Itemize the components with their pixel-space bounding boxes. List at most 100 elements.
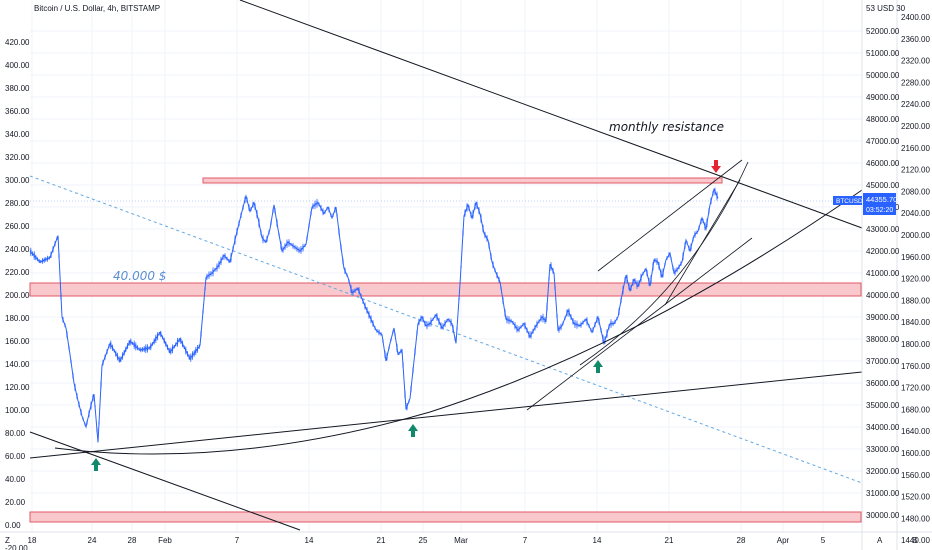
candle-body [264, 240, 266, 242]
candle-body [60, 294, 62, 299]
lower-descending-line [29, 431, 301, 531]
candle-body [220, 258, 222, 263]
candle-body [536, 322, 538, 327]
b-button[interactable]: B [912, 536, 917, 545]
candle-body [181, 342, 184, 346]
candle-body [175, 343, 177, 346]
bottom-zone [29, 511, 862, 523]
left-axis: 420.00 400.00 380.00 360.00 340.00 320.00 300.… [5, 38, 30, 550]
candle-body [542, 316, 544, 321]
candle-body [214, 268, 216, 271]
bottom-left-icon[interactable]: Z [5, 536, 10, 545]
auto-scale-button[interactable]: A [877, 536, 883, 545]
candle-body [258, 220, 260, 226]
parabolic-curve-outer [54, 189, 863, 455]
support-zone-40000 [29, 282, 862, 297]
candle-body [690, 245, 692, 249]
candle-body [168, 349, 170, 352]
candle-body [512, 321, 514, 324]
candle-body [490, 254, 492, 259]
candle-body [228, 259, 230, 262]
candle-body [125, 348, 127, 351]
candle-body [232, 247, 234, 250]
candle-body [518, 327, 520, 331]
candle-body [290, 243, 292, 246]
candle-body [510, 319, 512, 323]
candle-body [161, 336, 164, 339]
right-axis-top-label: 53 USD 30 [866, 4, 906, 13]
candle-body [576, 322, 578, 327]
candle-body [672, 266, 674, 270]
x-axis-tick-label: Feb [158, 536, 172, 545]
candle-body [482, 226, 484, 231]
candle-body [378, 330, 380, 334]
right-axis-tick-label: 48000.00 [866, 115, 900, 124]
far-right-axis-tick-label: 1960.00 [901, 253, 930, 262]
candle-body [678, 265, 680, 269]
candle-body [52, 247, 54, 251]
candle-body [654, 259, 656, 262]
candle-body [508, 318, 510, 323]
candle-body [56, 237, 58, 240]
candle-body [586, 319, 588, 324]
candle-body [478, 209, 480, 213]
candle-body [173, 345, 175, 348]
candle-body [566, 311, 568, 315]
candle-body [388, 347, 390, 349]
right-axis-tick-label: 36000.00 [866, 379, 900, 388]
candle-body [524, 323, 526, 328]
candle-body [316, 201, 318, 206]
candle-body [198, 345, 200, 348]
candle-body [646, 271, 648, 275]
far-right-axis-tick-label: 2000.00 [901, 231, 930, 240]
candle-body [88, 412, 90, 416]
candle-body [314, 202, 316, 207]
candle-body [123, 351, 125, 355]
candle-body [440, 324, 442, 328]
x-axis-tick-label: 14 [593, 536, 602, 545]
far-right-axis-tick-label: 2400.00 [901, 13, 930, 22]
candle-body [434, 315, 436, 318]
far-right-axis-tick-label: 1640.00 [901, 427, 930, 436]
candle-body [342, 260, 344, 263]
candle-body [546, 305, 548, 310]
candle-body [550, 264, 552, 269]
candle-body [160, 332, 162, 336]
far-right-axis-tick-label: 1440.00 [901, 536, 930, 545]
candle-body [286, 241, 288, 246]
left-axis-tick-label: 360.00 [5, 107, 30, 116]
left-axis-tick-label: 120.00 [5, 383, 30, 392]
candle-body [276, 221, 278, 225]
left-axis-tick-label: 320.00 [5, 153, 30, 162]
candle-body [31, 252, 34, 255]
candle-body [448, 319, 450, 322]
candle-body [92, 396, 94, 400]
candle-body [582, 321, 584, 324]
x-axis-tick-label: 28 [128, 536, 137, 545]
far-right-axis-tick-label: 1800.00 [901, 340, 930, 349]
candle-body [372, 322, 374, 326]
far-right-axis-tick-label: 2120.00 [901, 166, 930, 175]
candle-body [396, 345, 398, 350]
candle-body [282, 248, 284, 252]
candle-body [492, 263, 494, 267]
candle-body [50, 253, 52, 257]
candle-body [272, 209, 274, 212]
right-axis: 52000.00 51000.00 50000.00 49000.00 48000.00… [866, 27, 900, 520]
candle-body [30, 249, 32, 255]
candle-body [596, 318, 598, 322]
candle-body [422, 317, 424, 321]
parabolic-curve-inner [579, 161, 749, 366]
x-axis-tick-label: Apr [777, 536, 790, 545]
candle-body [262, 236, 264, 242]
candle-body [150, 344, 152, 349]
far-right-axis-tick-label: 1680.00 [901, 405, 930, 414]
candle-body [242, 206, 244, 209]
candle-body [143, 347, 145, 351]
candle-body [43, 258, 45, 262]
candle-body [638, 281, 640, 285]
candle-body [480, 216, 482, 221]
left-axis-tick-label: -20.00 [5, 544, 28, 550]
candle-body [156, 334, 159, 339]
